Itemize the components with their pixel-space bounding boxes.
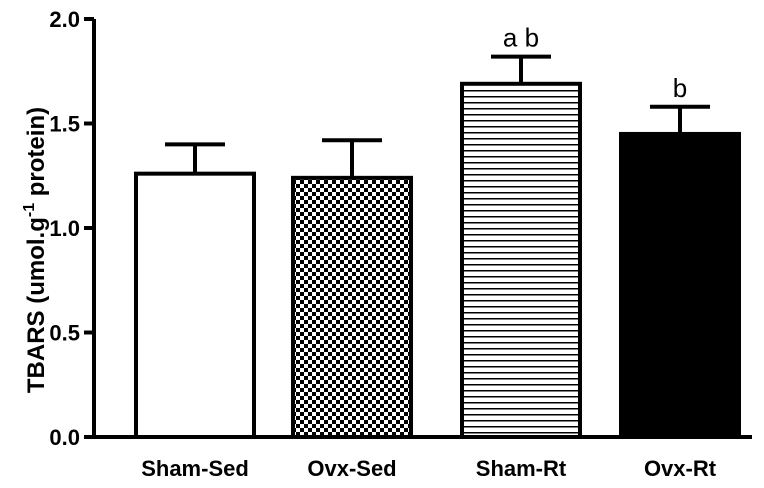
svg-text:TBARS (umol.g-1 protein): TBARS (umol.g-1 protein) bbox=[21, 107, 50, 393]
x-tick-label: Ovx-Rt bbox=[644, 456, 717, 481]
y-axis-title-superscript: -1 bbox=[21, 203, 38, 217]
x-tick-label: Sham-Sed bbox=[141, 456, 249, 481]
bar bbox=[619, 131, 741, 439]
significance-label: a b bbox=[503, 23, 539, 53]
bar bbox=[134, 171, 256, 439]
y-tick-label: 1.0 bbox=[49, 216, 80, 241]
y-tick-label: 0.0 bbox=[49, 425, 80, 450]
y-axis-title-suffix: protein) bbox=[23, 107, 50, 203]
y-tick-label: 0.5 bbox=[49, 321, 80, 346]
y-axis-title: TBARS (umol.g-1 protein) bbox=[21, 107, 50, 393]
bar bbox=[460, 81, 582, 439]
y-tick-label: 2.0 bbox=[49, 7, 80, 32]
y-axis-title-main: TBARS (umol.g bbox=[23, 217, 50, 393]
x-tick-label: Sham-Rt bbox=[476, 456, 567, 481]
plot-area: Sham-Sed Ovx-Sed a b Sham-Rt b Ovx-Rt 0.0 0.5 1.… bbox=[49, 7, 752, 481]
y-tick-label: 1.5 bbox=[49, 112, 80, 137]
significance-label: b bbox=[673, 73, 687, 103]
bar bbox=[291, 175, 413, 439]
x-tick-label: Ovx-Sed bbox=[307, 456, 396, 481]
